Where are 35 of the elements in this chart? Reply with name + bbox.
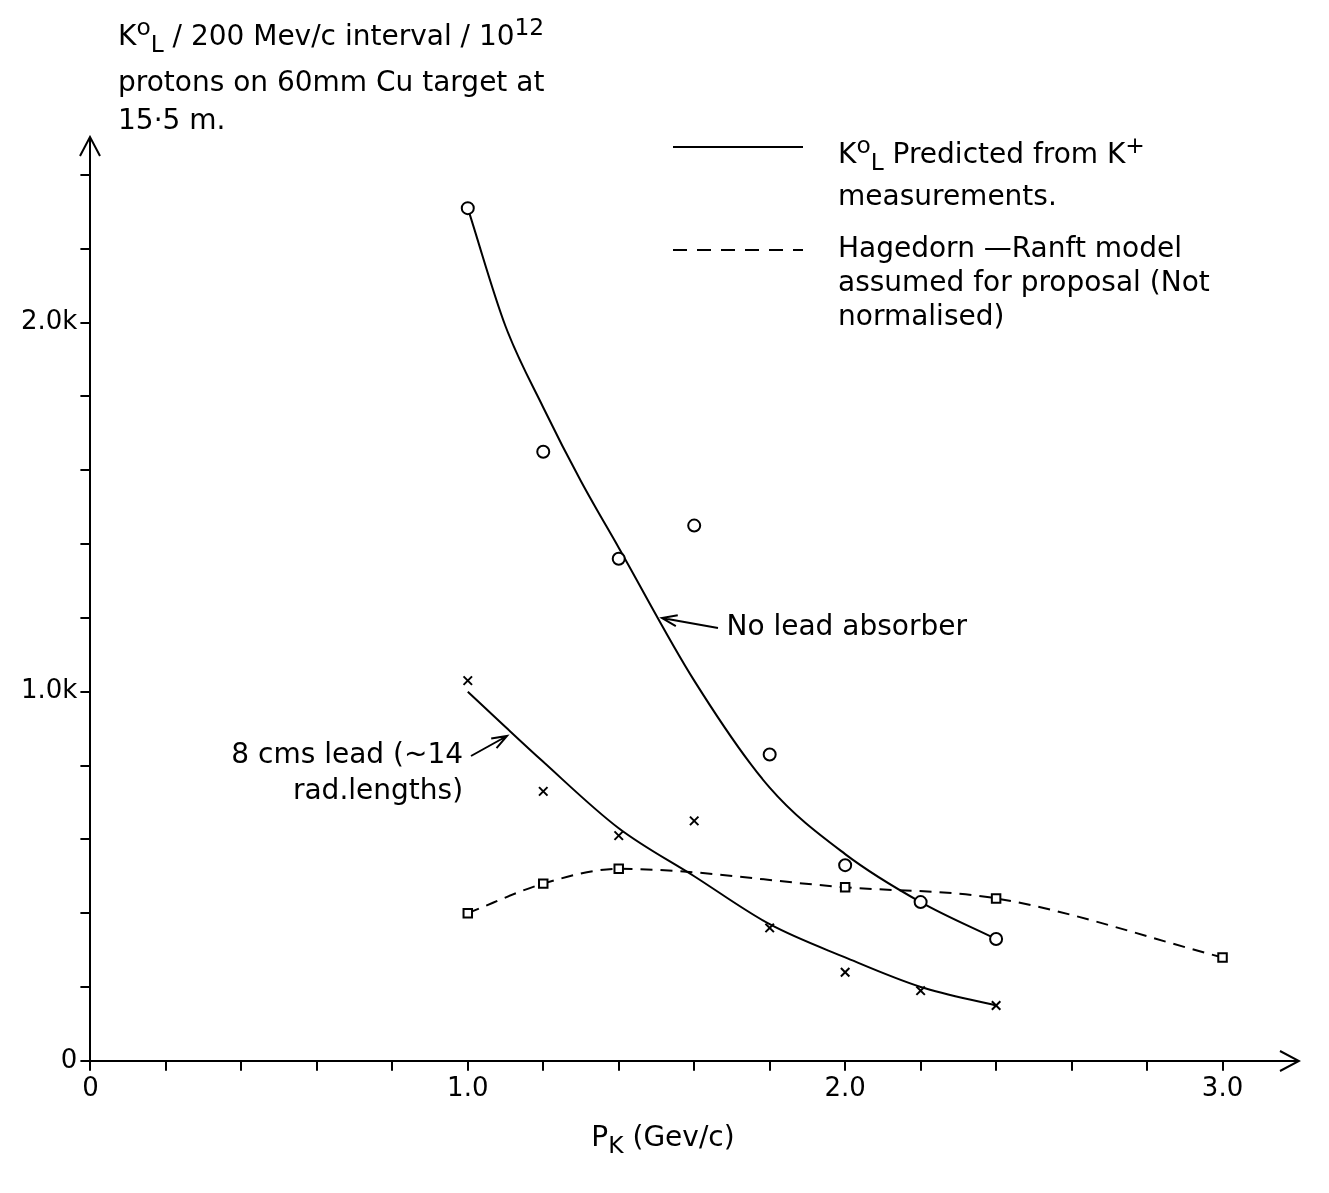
point — [913, 895, 928, 910]
point — [1217, 952, 1228, 963]
point — [839, 882, 851, 893]
text: K$^{o}$$_{L}$ Predicted from K$^{+}$ measurements. — [838, 131, 1145, 212]
point — [613, 830, 624, 841]
point — [764, 922, 775, 934]
y-tick-label: 0 — [60, 1043, 78, 1074]
y-tick-label: 1.0k — [21, 674, 78, 705]
point — [536, 444, 551, 459]
point — [990, 893, 1002, 904]
point — [838, 858, 853, 873]
x-tick-label: 1.0 — [447, 1072, 489, 1103]
point — [460, 201, 475, 216]
point — [762, 747, 777, 762]
point — [915, 985, 926, 996]
y-tick-label: 2.0k — [21, 305, 78, 336]
y-axis-title: K$^{o}$$_{L}$ / 200 Mev/c interval / 10$^{12}$ protons on 60mm Cu target at 15·5 m. — [118, 12, 546, 138]
point — [613, 863, 624, 875]
point — [990, 1000, 1002, 1011]
x-axis-title: P$_{K}$ (Gev/c) — [590, 1120, 736, 1159]
point — [538, 878, 549, 889]
legend-label: Hagedorn —Ranft model assumed for proposal (Not normalised) — [838, 230, 1211, 333]
annotation: No lead absorber — [726, 609, 968, 643]
annotation: 8 cms lead (~14 rad.lengths) — [231, 737, 464, 807]
point — [611, 551, 626, 566]
x-tick-label: 0 — [82, 1072, 99, 1103]
x-tick-label: 2.0 — [824, 1072, 866, 1103]
point — [839, 966, 851, 978]
point — [538, 786, 549, 797]
point — [462, 907, 474, 919]
point — [462, 675, 474, 686]
point — [688, 815, 700, 827]
x-tick-label: 3.0 — [1201, 1072, 1244, 1103]
point — [989, 931, 1004, 946]
point — [687, 518, 702, 533]
